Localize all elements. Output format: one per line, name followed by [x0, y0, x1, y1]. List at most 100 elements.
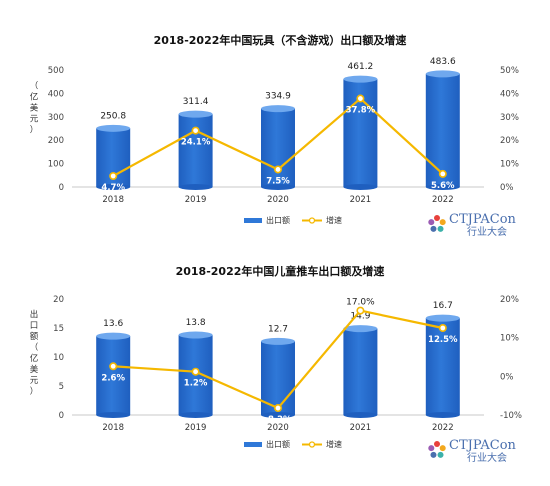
bar-base — [261, 412, 295, 418]
legend-swatch-bar — [244, 218, 262, 223]
legend-swatch-marker — [308, 441, 316, 448]
bar-value-label: 461.2 — [348, 62, 374, 72]
bar-value-label: 13.6 — [103, 319, 123, 329]
bar-cylinder — [425, 70, 460, 190]
growth-label: 1.2% — [184, 379, 208, 389]
growth-label: 2.6% — [101, 373, 125, 383]
bar-top — [425, 314, 460, 322]
logo-subtitle: 行业大会 — [467, 225, 507, 238]
bar-top — [261, 337, 295, 345]
bar-top — [96, 124, 131, 132]
bar — [425, 73, 460, 187]
growth-point — [438, 169, 447, 178]
bar-base — [178, 184, 213, 190]
y-tick-label: 100 — [48, 160, 64, 170]
bar — [425, 318, 460, 415]
y2-tick-label: 10% — [500, 160, 519, 170]
y-tick-label: 5 — [59, 382, 64, 392]
bar-base — [343, 184, 378, 190]
bar-top — [178, 331, 213, 339]
y-tick-label: 200 — [48, 136, 64, 146]
x-tick-label: 2018 — [102, 195, 124, 205]
x-tick-label: 2018 — [102, 423, 124, 433]
bar-base — [425, 184, 460, 190]
bar-base — [261, 184, 295, 190]
bar-base — [96, 412, 131, 418]
logo-star-petal — [434, 441, 440, 447]
logo-star-petal — [439, 445, 446, 452]
legend-label-bar: 出口额 — [266, 215, 290, 225]
y2-tick-label: 40% — [500, 89, 519, 99]
bar-value-label: 250.8 — [100, 111, 126, 121]
legend-swatch-bar — [244, 442, 262, 447]
growth-label: 4.7% — [101, 183, 125, 193]
y-tick-label: 0 — [59, 183, 64, 193]
growth-label: 12.5% — [428, 335, 458, 345]
stroller-export-chart: 2018-2022年中国儿童推车出口额及增速 0 5 10 15 20 -10% 0% 10% 2… — [30, 264, 522, 464]
y2-tick-label: 20% — [500, 136, 519, 146]
y-axis-label: （亿美元） — [30, 81, 39, 136]
bar-cylinder — [178, 110, 213, 190]
bar-top — [343, 75, 378, 83]
growth-point — [273, 404, 282, 413]
bar-top — [261, 105, 295, 113]
y2-tick-label: -10% — [500, 411, 522, 421]
bar-cylinder — [343, 325, 378, 418]
y2-tick-label: 0% — [500, 372, 514, 382]
bar-cylinder — [425, 314, 460, 418]
y-axis-label: 出口额（亿美元） — [30, 309, 39, 397]
x-tick-label: 2019 — [185, 423, 207, 433]
growth-label: 7.5% — [266, 176, 290, 186]
growth-point — [438, 324, 447, 333]
bar-cylinder — [96, 332, 131, 418]
legend-label-line: 增速 — [326, 215, 342, 225]
y-tick-label: 20 — [53, 295, 64, 305]
growth-point — [356, 94, 365, 103]
growth-point — [273, 165, 282, 174]
x-tick-label: 2019 — [185, 195, 207, 205]
bar-cylinder — [261, 105, 295, 190]
bar-base — [425, 412, 460, 418]
y-tick-label: 10 — [53, 353, 64, 363]
growth-point — [191, 126, 200, 135]
growth-label: -8.2% — [264, 415, 292, 425]
growth-label: 17.0% — [346, 298, 375, 308]
bar-value-label: 16.7 — [433, 301, 453, 311]
logo-star-petal — [428, 219, 435, 226]
growth-label: 24.1% — [181, 138, 211, 148]
growth-point — [356, 306, 365, 315]
legend-label-line: 增速 — [326, 439, 342, 449]
legend-label-bar: 出口额 — [266, 439, 290, 449]
y2-tick-label: 0% — [500, 183, 514, 193]
bar — [261, 108, 295, 187]
legend: 出口额 增速 — [244, 215, 342, 225]
y-tick-label: 300 — [48, 113, 64, 123]
chart-title: 2018-2022年中国玩具（不含游戏）出口额及增速 — [154, 33, 407, 47]
bar — [96, 336, 131, 415]
y2-tick-label: 10% — [500, 334, 519, 344]
logo-star-petal — [434, 215, 440, 221]
bar-base — [178, 412, 213, 418]
bar-value-label: 334.9 — [265, 92, 291, 102]
bar-value-label: 14.9 — [350, 312, 370, 322]
bar-cylinder — [343, 75, 378, 190]
logo-name: CTJPACon — [449, 212, 517, 227]
y-tick-label: 0 — [59, 411, 64, 421]
legend-swatch-marker — [308, 217, 316, 224]
bar-value-label: 311.4 — [183, 97, 209, 107]
bar-top — [178, 110, 213, 118]
logo-subtitle: 行业大会 — [467, 451, 507, 464]
x-tick-label: 2021 — [350, 423, 372, 433]
growth-point — [109, 362, 118, 371]
bar-value-label: 13.8 — [186, 318, 206, 328]
y2-tick-label: 30% — [500, 113, 519, 123]
logo-star-petal — [430, 225, 437, 232]
chart-panel-strollers: 2018-2022年中国儿童推车出口额及增速 0 5 10 15 20 -10% 0% 10% 2… — [0, 258, 550, 486]
bar-value-label: 12.7 — [268, 324, 288, 334]
x-tick-label: 2020 — [267, 195, 289, 205]
y-tick-label: 15 — [53, 324, 64, 334]
logo-name: CTJPACon — [449, 438, 517, 453]
x-tick-label: 2022 — [432, 423, 454, 433]
bar-top — [96, 332, 131, 340]
